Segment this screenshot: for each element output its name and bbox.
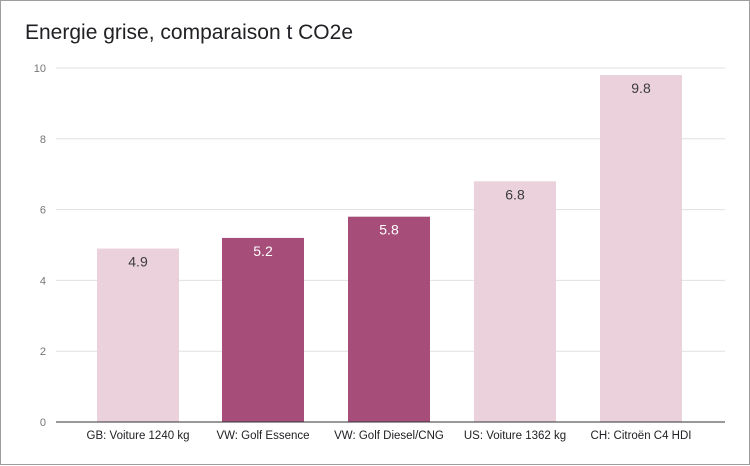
data-label: 5.2 xyxy=(253,243,273,259)
x-tick-label: GB: Voiture 1240 kg xyxy=(87,430,190,442)
x-tick-label: VW: Golf Diesel/CNG xyxy=(334,430,444,442)
x-tick-label: VW: Golf Essence xyxy=(216,430,309,442)
data-label: 5.8 xyxy=(379,222,399,238)
bar xyxy=(222,237,304,422)
x-tick-label: US: Voiture 1362 kg xyxy=(464,430,566,442)
bar xyxy=(348,216,430,422)
x-tick-label: CH: Citroën C4 HDI xyxy=(591,430,692,442)
data-label: 6.8 xyxy=(505,186,525,202)
y-tick-label: 10 xyxy=(34,63,46,75)
y-tick-label: 6 xyxy=(40,205,46,217)
chart-title: Energie grise, comparaison t CO2e xyxy=(25,21,353,44)
data-label: 4.9 xyxy=(128,254,148,270)
y-tick-label: 4 xyxy=(40,275,46,287)
data-label: 9.8 xyxy=(631,80,651,96)
y-tick-label: 0 xyxy=(40,417,46,429)
bar xyxy=(600,75,682,422)
bar xyxy=(97,248,179,422)
bar xyxy=(474,181,556,422)
y-tick-label: 2 xyxy=(40,346,46,358)
y-tick-label: 8 xyxy=(40,134,46,146)
